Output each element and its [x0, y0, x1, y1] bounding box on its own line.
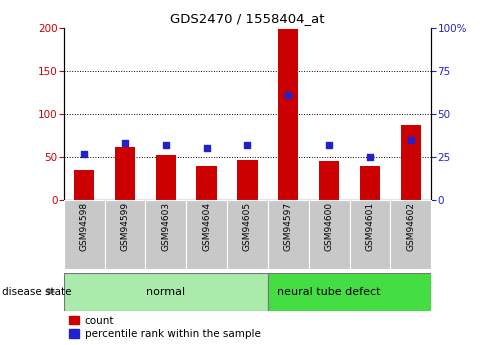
Bar: [309, 200, 349, 269]
Text: GSM94605: GSM94605: [243, 202, 252, 251]
Text: GSM94603: GSM94603: [161, 202, 171, 251]
Bar: [115, 147, 135, 200]
Bar: [227, 200, 268, 269]
Text: GSM94600: GSM94600: [324, 202, 334, 251]
Point: [121, 140, 129, 146]
Bar: [64, 273, 268, 310]
Text: disease state: disease state: [2, 287, 72, 296]
Title: GDS2470 / 1558404_at: GDS2470 / 1558404_at: [170, 12, 325, 25]
Point: [325, 142, 333, 148]
Bar: [319, 161, 339, 200]
Bar: [349, 200, 391, 269]
Bar: [186, 200, 227, 269]
Bar: [391, 200, 431, 269]
Text: GSM94597: GSM94597: [284, 202, 293, 251]
Bar: [268, 200, 309, 269]
Point: [162, 142, 170, 148]
Bar: [74, 170, 94, 200]
Bar: [278, 29, 298, 200]
Legend: count, percentile rank within the sample: count, percentile rank within the sample: [69, 316, 260, 339]
Point: [80, 151, 88, 156]
Bar: [237, 160, 258, 200]
Point: [407, 137, 415, 142]
Text: GSM94599: GSM94599: [121, 202, 129, 251]
Bar: [104, 200, 146, 269]
Point: [203, 146, 211, 151]
Bar: [146, 200, 186, 269]
Bar: [401, 125, 421, 200]
Point: [244, 142, 251, 148]
Text: GSM94598: GSM94598: [79, 202, 89, 251]
Bar: [268, 273, 431, 310]
Text: GSM94601: GSM94601: [366, 202, 374, 251]
Bar: [64, 200, 104, 269]
Bar: [156, 155, 176, 200]
Bar: [360, 166, 380, 200]
Point: [366, 154, 374, 160]
Text: GSM94604: GSM94604: [202, 202, 211, 251]
Text: normal: normal: [146, 287, 185, 296]
Bar: [196, 166, 217, 200]
Text: neural tube defect: neural tube defect: [277, 287, 381, 296]
Text: GSM94602: GSM94602: [406, 202, 416, 251]
Point: [284, 92, 292, 98]
